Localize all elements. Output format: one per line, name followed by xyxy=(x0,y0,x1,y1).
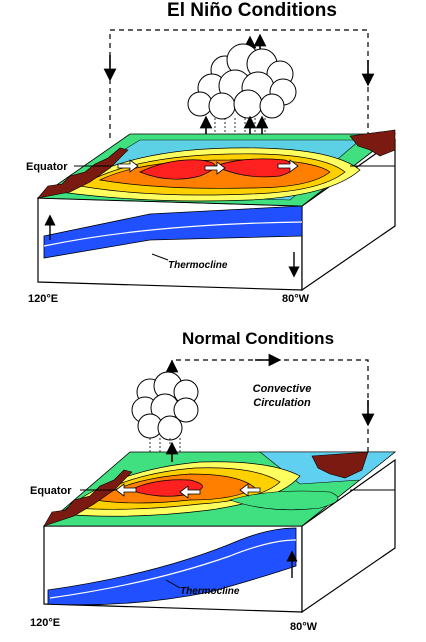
normal-panel: Normal Conditions Convective Circulation xyxy=(30,329,397,633)
el-nino-lon-right: 80°W xyxy=(282,293,310,305)
el-nino-thermocline-line xyxy=(43,221,303,247)
normal-box-side xyxy=(301,458,396,614)
normal-clouds xyxy=(131,371,199,441)
el-nino-equator-label: Equator xyxy=(26,161,68,173)
el-nino-sst-field xyxy=(36,133,397,207)
el-nino-title: El Niño Conditions xyxy=(167,0,337,21)
normal-title: Normal Conditions xyxy=(182,329,334,348)
normal-lon-right: 80°W xyxy=(290,621,318,633)
el-nino-land-west xyxy=(37,147,129,199)
normal-circulation-label-2: Circulation xyxy=(253,397,311,409)
normal-sst-field xyxy=(42,451,397,527)
normal-land-west xyxy=(43,469,133,527)
el-nino-lon-left: 120°E xyxy=(28,293,58,305)
normal-land-east xyxy=(311,451,369,479)
normal-circulation-label-1: Convective xyxy=(253,383,312,395)
normal-lon-left: 120°E xyxy=(30,617,60,629)
el-nino-land-east xyxy=(349,129,396,157)
el-nino-clouds xyxy=(187,43,297,120)
el-nino-thermocline-label: Thermocline xyxy=(168,260,228,271)
el-nino-box-side xyxy=(301,138,396,292)
normal-equator-label: Equator xyxy=(30,485,72,497)
el-nino-panel: El Niño Conditions xyxy=(26,0,397,305)
normal-thermocline-label: Thermocline xyxy=(180,586,240,597)
el-nino-atmospheric-circulation xyxy=(109,29,369,140)
normal-atmospheric-circulation xyxy=(171,359,369,460)
normal-thermocline-line xyxy=(49,539,297,599)
normal-wind-arrows xyxy=(115,483,261,499)
normal-water-layer xyxy=(47,527,297,606)
el-nino-wind-arrows xyxy=(117,159,299,175)
el-nino-water-layer xyxy=(43,205,303,259)
el-nino-updraft-arrows xyxy=(199,115,269,134)
